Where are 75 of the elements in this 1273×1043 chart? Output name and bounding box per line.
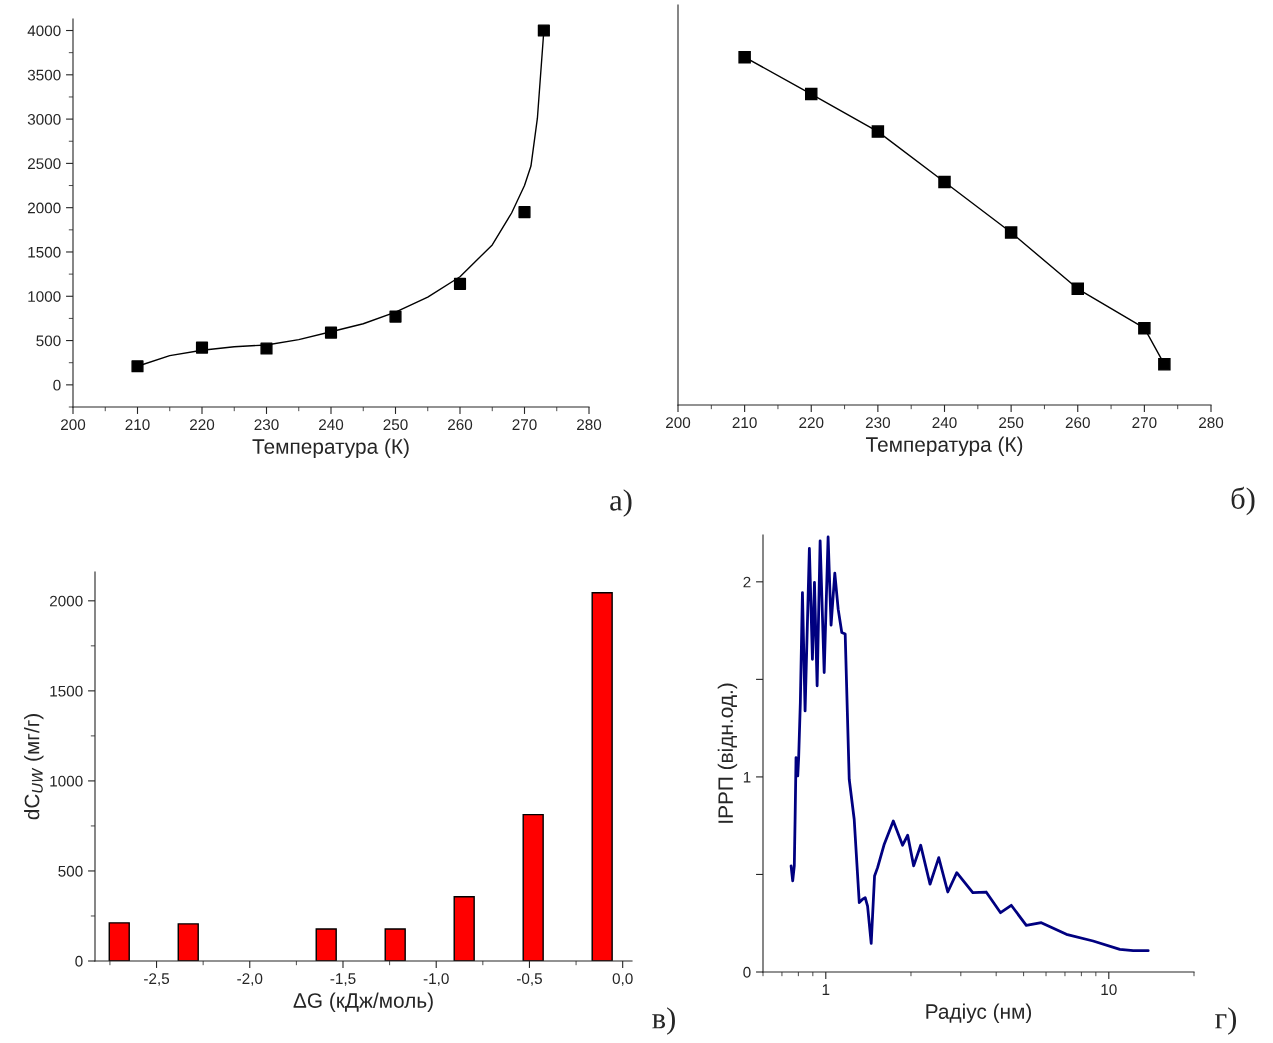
- point: [453, 277, 467, 290]
- x-tick-label: 250: [383, 419, 408, 431]
- point: [871, 125, 885, 138]
- bar: [177, 923, 199, 961]
- y-tick-label: 0: [53, 379, 61, 391]
- y-tick-label: 2000: [27, 202, 61, 214]
- text: в): [652, 1007, 675, 1035]
- x-tick-label: 10: [1101, 984, 1117, 996]
- point: [804, 87, 818, 101]
- x-axis-title: ΔG (кДж/моль): [293, 992, 433, 1013]
- y-tick-label: 4000: [27, 25, 61, 37]
- point: [1138, 321, 1151, 335]
- point: [260, 342, 273, 355]
- x-tick-label: -1,5: [330, 973, 356, 986]
- point: [738, 50, 751, 64]
- point: [1158, 358, 1171, 371]
- point: [195, 341, 209, 354]
- y-tick-label: 3000: [27, 113, 61, 125]
- point: [518, 206, 531, 219]
- bar: [315, 928, 337, 961]
- y-tick-label: 2500: [27, 158, 61, 170]
- x-tick-label: 220: [799, 417, 824, 429]
- y-tick-label: 2000: [49, 595, 83, 607]
- x-tick-label: 210: [125, 419, 150, 431]
- y-axis-title: ІРРП (відн.од.): [717, 683, 738, 823]
- x-tick-label: 200: [61, 419, 86, 431]
- point: [1071, 282, 1085, 296]
- x-tick-label: -0,5: [516, 973, 542, 986]
- y-tick-label: 2: [743, 576, 751, 588]
- x-tick-label: -1,0: [423, 973, 449, 986]
- y-axis-title: dC$_{UW}$ (мг/г): [24, 714, 44, 820]
- text: а): [610, 489, 632, 517]
- y-tick-label: 1: [743, 771, 751, 783]
- point: [131, 360, 144, 373]
- y-tick-label: 500: [36, 335, 61, 347]
- x-tick-label: 270: [1132, 417, 1157, 429]
- x-tick-label: 200: [666, 417, 691, 429]
- point: [537, 24, 550, 37]
- y-tick-label: 0: [75, 955, 83, 967]
- x-tick-label: 280: [1199, 417, 1224, 429]
- text: г): [1215, 1007, 1237, 1035]
- point: [389, 310, 402, 323]
- x-tick-label: 260: [448, 419, 473, 431]
- point: [324, 326, 338, 339]
- text: б): [1231, 486, 1255, 516]
- y-tick-label: 500: [58, 865, 83, 877]
- x-tick-label: 250: [999, 417, 1024, 429]
- bar: [591, 592, 613, 961]
- x-tick-label: 270: [512, 419, 537, 431]
- x-axis-title: Температура (К): [865, 436, 1023, 457]
- bar: [453, 896, 475, 961]
- x-tick-label: 210: [732, 417, 757, 429]
- y-tick-label: 1000: [28, 291, 61, 302]
- point: [938, 175, 951, 189]
- x-axis-title: Температура (К): [252, 438, 409, 459]
- x-tick-label: -2,5: [144, 973, 170, 986]
- x-tick-label: 240: [319, 419, 344, 431]
- y-tick-label: 0: [743, 966, 751, 978]
- x-tick-label: 0,0: [612, 973, 633, 986]
- y-tick-label: 3500: [27, 69, 61, 81]
- x-tick-label: 220: [190, 419, 215, 431]
- point: [1004, 226, 1018, 239]
- x-tick-label: 230: [254, 419, 279, 431]
- y-tick-label: 1500: [50, 685, 83, 697]
- y-tick-label: 1000: [50, 775, 83, 787]
- x-tick-label: 260: [1065, 417, 1090, 429]
- x-tick-label: -2,0: [237, 973, 263, 986]
- x-tick-label: 280: [577, 419, 602, 431]
- bar: [384, 928, 406, 961]
- bar: [108, 922, 130, 961]
- y-tick-label: 1500: [28, 246, 61, 258]
- bar: [522, 813, 544, 961]
- x-axis-title: Радіус (нм): [926, 1003, 1032, 1024]
- x-tick-label: 240: [932, 417, 957, 429]
- x-tick-label: 230: [865, 417, 891, 429]
